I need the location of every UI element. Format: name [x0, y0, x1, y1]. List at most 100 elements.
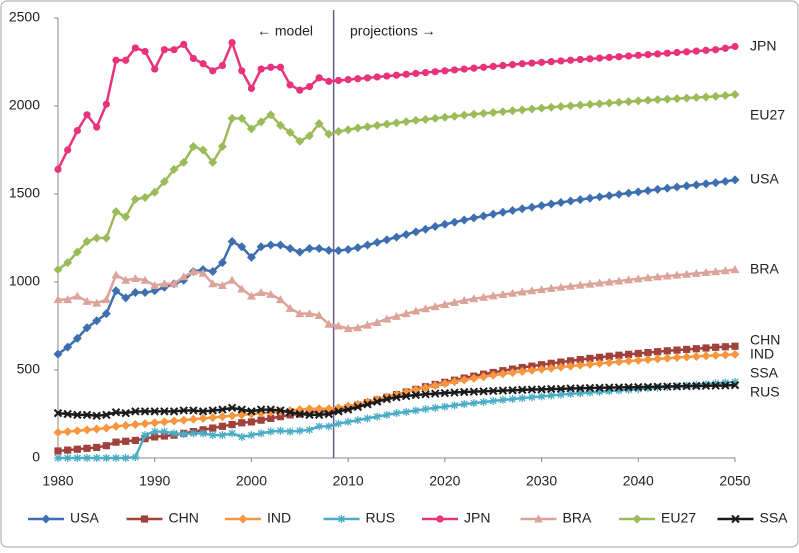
data-point	[246, 124, 256, 134]
data-point	[121, 212, 131, 222]
data-point	[54, 447, 62, 455]
data-point	[256, 405, 266, 414]
data-point	[382, 119, 392, 129]
data-point	[624, 188, 634, 198]
data-point	[363, 414, 372, 423]
data-point	[604, 98, 614, 108]
data-point	[179, 430, 188, 439]
data-point	[217, 412, 227, 422]
data-point	[53, 408, 63, 418]
data-point	[508, 288, 518, 297]
data-point	[586, 55, 594, 63]
data-point	[682, 381, 691, 391]
data-point	[130, 194, 140, 204]
data-point	[508, 206, 518, 216]
data-point	[537, 392, 546, 401]
data-point	[122, 437, 130, 445]
data-point	[643, 186, 653, 196]
data-point	[188, 266, 198, 275]
data-point	[130, 288, 140, 298]
data-point	[304, 309, 314, 318]
data-point	[421, 390, 430, 399]
legend-label: EU27	[661, 510, 696, 526]
data-point	[363, 74, 372, 82]
data-point	[547, 359, 555, 367]
data-point	[411, 390, 421, 400]
data-point	[576, 389, 585, 398]
legend-marker	[534, 514, 543, 523]
data-point	[518, 394, 527, 403]
data-point	[576, 55, 584, 64]
data-point	[169, 407, 179, 416]
data-point	[334, 407, 343, 416]
data-point	[537, 58, 546, 66]
data-point	[285, 303, 295, 312]
data-point	[585, 383, 595, 393]
data-point	[585, 279, 595, 288]
data-point	[546, 283, 556, 292]
data-point	[188, 141, 198, 151]
data-point	[218, 422, 227, 430]
data-point	[508, 395, 517, 404]
data-point	[508, 386, 517, 395]
data-point	[673, 346, 681, 354]
data-point	[92, 454, 101, 462]
data-point	[633, 187, 643, 197]
data-point	[683, 48, 691, 56]
data-point	[556, 197, 566, 207]
data-point	[131, 453, 140, 462]
data-point	[701, 179, 711, 189]
data-point	[343, 244, 353, 254]
data-point	[111, 408, 121, 417]
data-point	[556, 362, 566, 372]
data-point	[217, 141, 227, 151]
data-point	[121, 408, 130, 418]
data-point	[605, 53, 613, 62]
data-point	[101, 423, 111, 433]
legend-marker	[436, 515, 444, 523]
data-point	[238, 419, 246, 427]
data-point	[179, 415, 189, 425]
data-point	[170, 429, 179, 438]
data-point	[285, 127, 295, 137]
legend-label: BRA	[563, 510, 592, 526]
data-point	[720, 90, 730, 100]
data-point	[440, 402, 449, 411]
data-point	[624, 356, 634, 366]
data-point	[672, 382, 682, 391]
legend-label: IND	[267, 510, 291, 526]
data-point	[112, 454, 121, 462]
data-point	[199, 60, 207, 68]
data-point	[711, 381, 720, 390]
data-point	[721, 44, 729, 52]
data-point	[72, 426, 82, 436]
data-point	[460, 400, 469, 409]
data-point	[112, 56, 120, 64]
data-point	[217, 281, 227, 290]
data-point	[247, 84, 256, 92]
data-point	[701, 92, 711, 102]
data-point	[412, 69, 420, 78]
data-point	[633, 355, 643, 365]
end-label: IND	[750, 346, 774, 362]
data-point	[314, 404, 324, 414]
data-point	[54, 454, 62, 462]
data-point	[566, 196, 576, 206]
data-point	[160, 427, 169, 436]
end-label: SSA	[750, 365, 779, 381]
data-point	[401, 391, 411, 401]
data-point	[566, 56, 575, 64]
data-point	[247, 418, 256, 426]
data-point	[92, 233, 102, 243]
y-tick-label: 2500	[9, 9, 40, 25]
data-point	[624, 275, 634, 284]
data-point	[730, 349, 740, 359]
data-point	[314, 310, 324, 319]
data-point	[720, 176, 730, 186]
data-point	[180, 40, 188, 49]
data-point	[517, 287, 527, 296]
data-point	[151, 433, 159, 441]
data-point	[633, 274, 643, 283]
data-point	[131, 44, 139, 52]
data-point	[122, 56, 130, 64]
